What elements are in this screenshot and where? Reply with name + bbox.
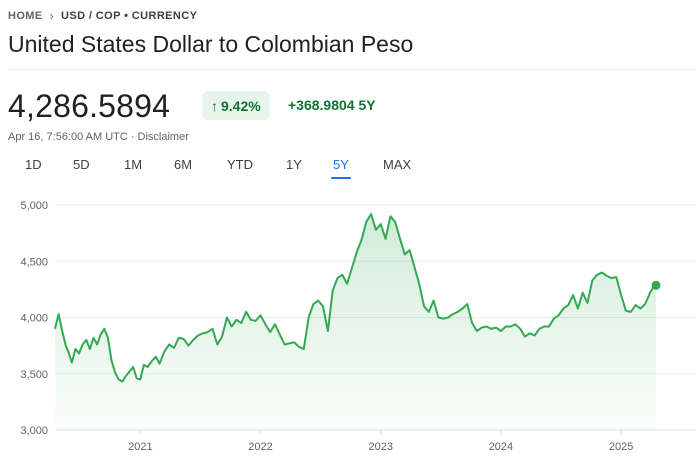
change-percent-badge: ↑ 9.42% xyxy=(202,91,270,120)
y-tick-label: 4,000 xyxy=(20,313,48,325)
price-series-line xyxy=(54,213,657,383)
page-title: United States Dollar to Colombian Peso xyxy=(8,31,414,57)
breadcrumb-home-link[interactable]: HOME xyxy=(8,10,43,22)
tab-1m[interactable]: 1M xyxy=(124,157,143,172)
arrow-up-icon: ↑ xyxy=(211,97,218,114)
y-tick-label: 3,000 xyxy=(20,425,48,437)
tab-5y[interactable]: 5Y xyxy=(331,152,351,179)
range-tabs: 1D 5D 1M 6M YTD 1Y 5Y MAX xyxy=(0,152,440,179)
breadcrumb: HOME › USD / COP • CURRENCY xyxy=(8,9,197,23)
x-tick-label: 2022 xyxy=(248,441,272,453)
current-price: 4,286.5894 xyxy=(8,88,171,124)
x-tick-label: 2021 xyxy=(128,441,152,453)
change-percent-value: 9.42% xyxy=(221,97,261,114)
disclaimer-link[interactable]: Disclaimer xyxy=(137,131,189,143)
timestamp: Apr 16, 7:56:00 AM UTC xyxy=(8,131,128,143)
tab-ytd[interactable]: YTD xyxy=(227,157,253,172)
y-tick-label: 4,500 xyxy=(20,256,48,268)
tab-1d[interactable]: 1D xyxy=(25,157,42,172)
x-tick-label: 2024 xyxy=(489,441,513,453)
last-price-point xyxy=(651,280,661,290)
tab-1y[interactable]: 1Y xyxy=(286,157,302,172)
x-tick-label: 2025 xyxy=(609,441,633,453)
price-chart[interactable]: 5,000 4,500 4,000 3,500 3,000 2021 2022 2023 202… xyxy=(0,190,696,467)
y-tick-label: 3,500 xyxy=(20,369,48,381)
price-area-fill xyxy=(55,214,656,430)
change-absolute: +368.9804 5Y xyxy=(288,97,376,113)
tab-max[interactable]: MAX xyxy=(383,157,412,172)
chevron-right-icon: › xyxy=(49,9,55,23)
tab-6m[interactable]: 6M xyxy=(174,157,193,172)
timestamp-line: Apr 16, 7:56:00 AM UTC · Disclaimer xyxy=(8,131,189,143)
y-tick-label: 5,000 xyxy=(20,200,48,212)
price-chart-svg: 5,000 4,500 4,000 3,500 3,000 2021 2022 2023 202… xyxy=(20,200,696,453)
x-tick-label: 2023 xyxy=(368,441,392,453)
tab-5d[interactable]: 5D xyxy=(73,157,90,172)
breadcrumb-current: USD / COP • CURRENCY xyxy=(61,10,198,22)
header-divider xyxy=(8,69,696,70)
